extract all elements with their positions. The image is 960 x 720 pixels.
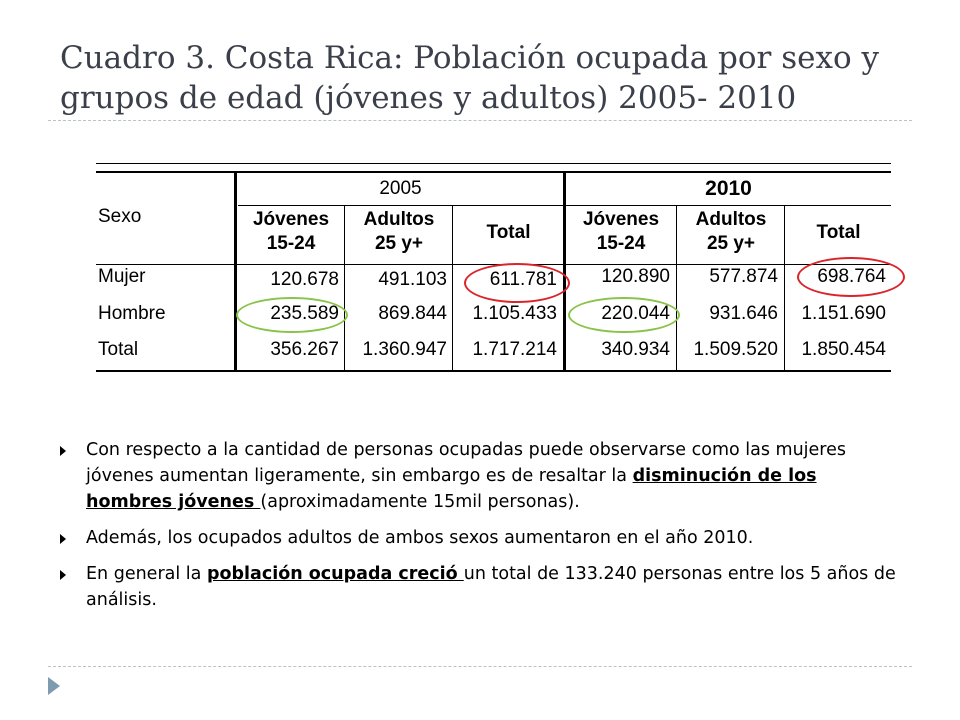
col-header-line: Jóvenes: [582, 209, 660, 230]
col-header-line: 25 y+: [706, 233, 756, 254]
col-divider: [344, 205, 345, 371]
table-header-rule: [96, 171, 891, 173]
bullet-text: Con respecto a la cantidad de personas o…: [86, 440, 846, 486]
sexo-header: Sexo: [98, 206, 142, 227]
year-2005-header: 2005: [379, 178, 422, 199]
bullet-item: Con respecto a la cantidad de personas o…: [60, 437, 902, 515]
bullet-arrow-icon: [60, 534, 66, 544]
bullet-list: Con respecto a la cantidad de personas o…: [60, 437, 902, 623]
row-label-hombre: Hombre: [98, 303, 166, 324]
col-total-2010: Total: [816, 222, 861, 243]
cell-total-total-2005: 1.717.214: [472, 339, 557, 360]
col-header-line: Jóvenes: [252, 209, 330, 230]
slide-nav-arrow-icon[interactable]: [48, 677, 60, 695]
population-table: 2005 2010 Sexo Jóvenes 15-24 Adultos 25 …: [96, 163, 905, 372]
col-divider: [676, 205, 677, 371]
col-adultos-2005: Adultos 25 y+: [346, 208, 452, 256]
cell-mujer-adultos-2005: 491.103: [378, 269, 447, 290]
cell-total-jovenes-2010: 340.934: [601, 339, 670, 360]
year-column-divider: [563, 171, 566, 371]
col-header-line: Adultos: [363, 209, 435, 230]
year-2010-header: 2010: [705, 177, 752, 200]
cell-hombre-adultos-2010: 931.646: [709, 303, 778, 324]
col-divider: [452, 205, 453, 371]
col-divider: [784, 205, 785, 371]
bullet-text: un total de 133.240 personas entre los 5…: [86, 564, 896, 610]
col-header-line: Adultos: [695, 209, 767, 230]
col-header-line: 15-24: [596, 233, 646, 254]
bullet-arrow-icon: [60, 570, 66, 580]
cell-mujer-adultos-2010: 577.874: [709, 266, 778, 287]
highlight-circle-red: [464, 263, 570, 303]
title-divider: [48, 120, 912, 121]
row-label-mujer: Mujer: [98, 266, 146, 287]
bullet-item: En general la población ocupada creció u…: [60, 561, 902, 613]
highlight-circle-red: [797, 257, 905, 297]
bullet-arrow-icon: [60, 446, 66, 456]
highlight-circle-green: [568, 297, 680, 333]
bullet-text: Además, los ocupados adultos de ambos se…: [86, 528, 754, 548]
col-header-line: 25 y+: [374, 233, 424, 254]
bullet-text: En general la: [86, 564, 207, 584]
table-bottom-rule: [96, 370, 891, 372]
slide-title: Cuadro 3. Costa Rica: Población ocupada …: [60, 40, 879, 116]
row-label-total: Total: [98, 339, 139, 360]
sexo-column-divider: [234, 171, 237, 371]
bullet-emphasis: disminución de los hombres jóvenes: [86, 466, 817, 512]
col-total-2005: Total: [486, 222, 531, 243]
cell-total-total-2010: 1.850.454: [801, 339, 886, 360]
col-jovenes-2005: Jóvenes 15-24: [238, 208, 344, 256]
highlight-circle-green: [236, 297, 348, 333]
cell-hombre-adultos-2005: 869.844: [378, 303, 447, 324]
bullet-emphasis: población ocupada creció: [206, 564, 464, 584]
footer-divider: [48, 666, 912, 667]
cell-mujer-jovenes-2005: 120.678: [270, 269, 339, 290]
col-header-line: 15-24: [266, 233, 316, 254]
cell-total-jovenes-2005: 356.267: [270, 339, 339, 360]
cell-mujer-jovenes-2010: 120.890: [601, 266, 670, 287]
cell-hombre-total-2010: 1.151.690: [801, 303, 886, 324]
col-jovenes-2010: Jóvenes 15-24: [566, 208, 676, 256]
col-adultos-2010: Adultos 25 y+: [678, 208, 784, 256]
bullet-item: Además, los ocupados adultos de ambos se…: [60, 525, 902, 551]
table-top-rule: [96, 163, 891, 164]
cell-total-adultos-2005: 1.360.947: [362, 339, 447, 360]
bullet-text: (aproximadamente 15mil personas).: [260, 492, 580, 512]
cell-hombre-total-2005: 1.105.433: [472, 303, 557, 324]
cell-total-adultos-2010: 1.509.520: [693, 339, 778, 360]
